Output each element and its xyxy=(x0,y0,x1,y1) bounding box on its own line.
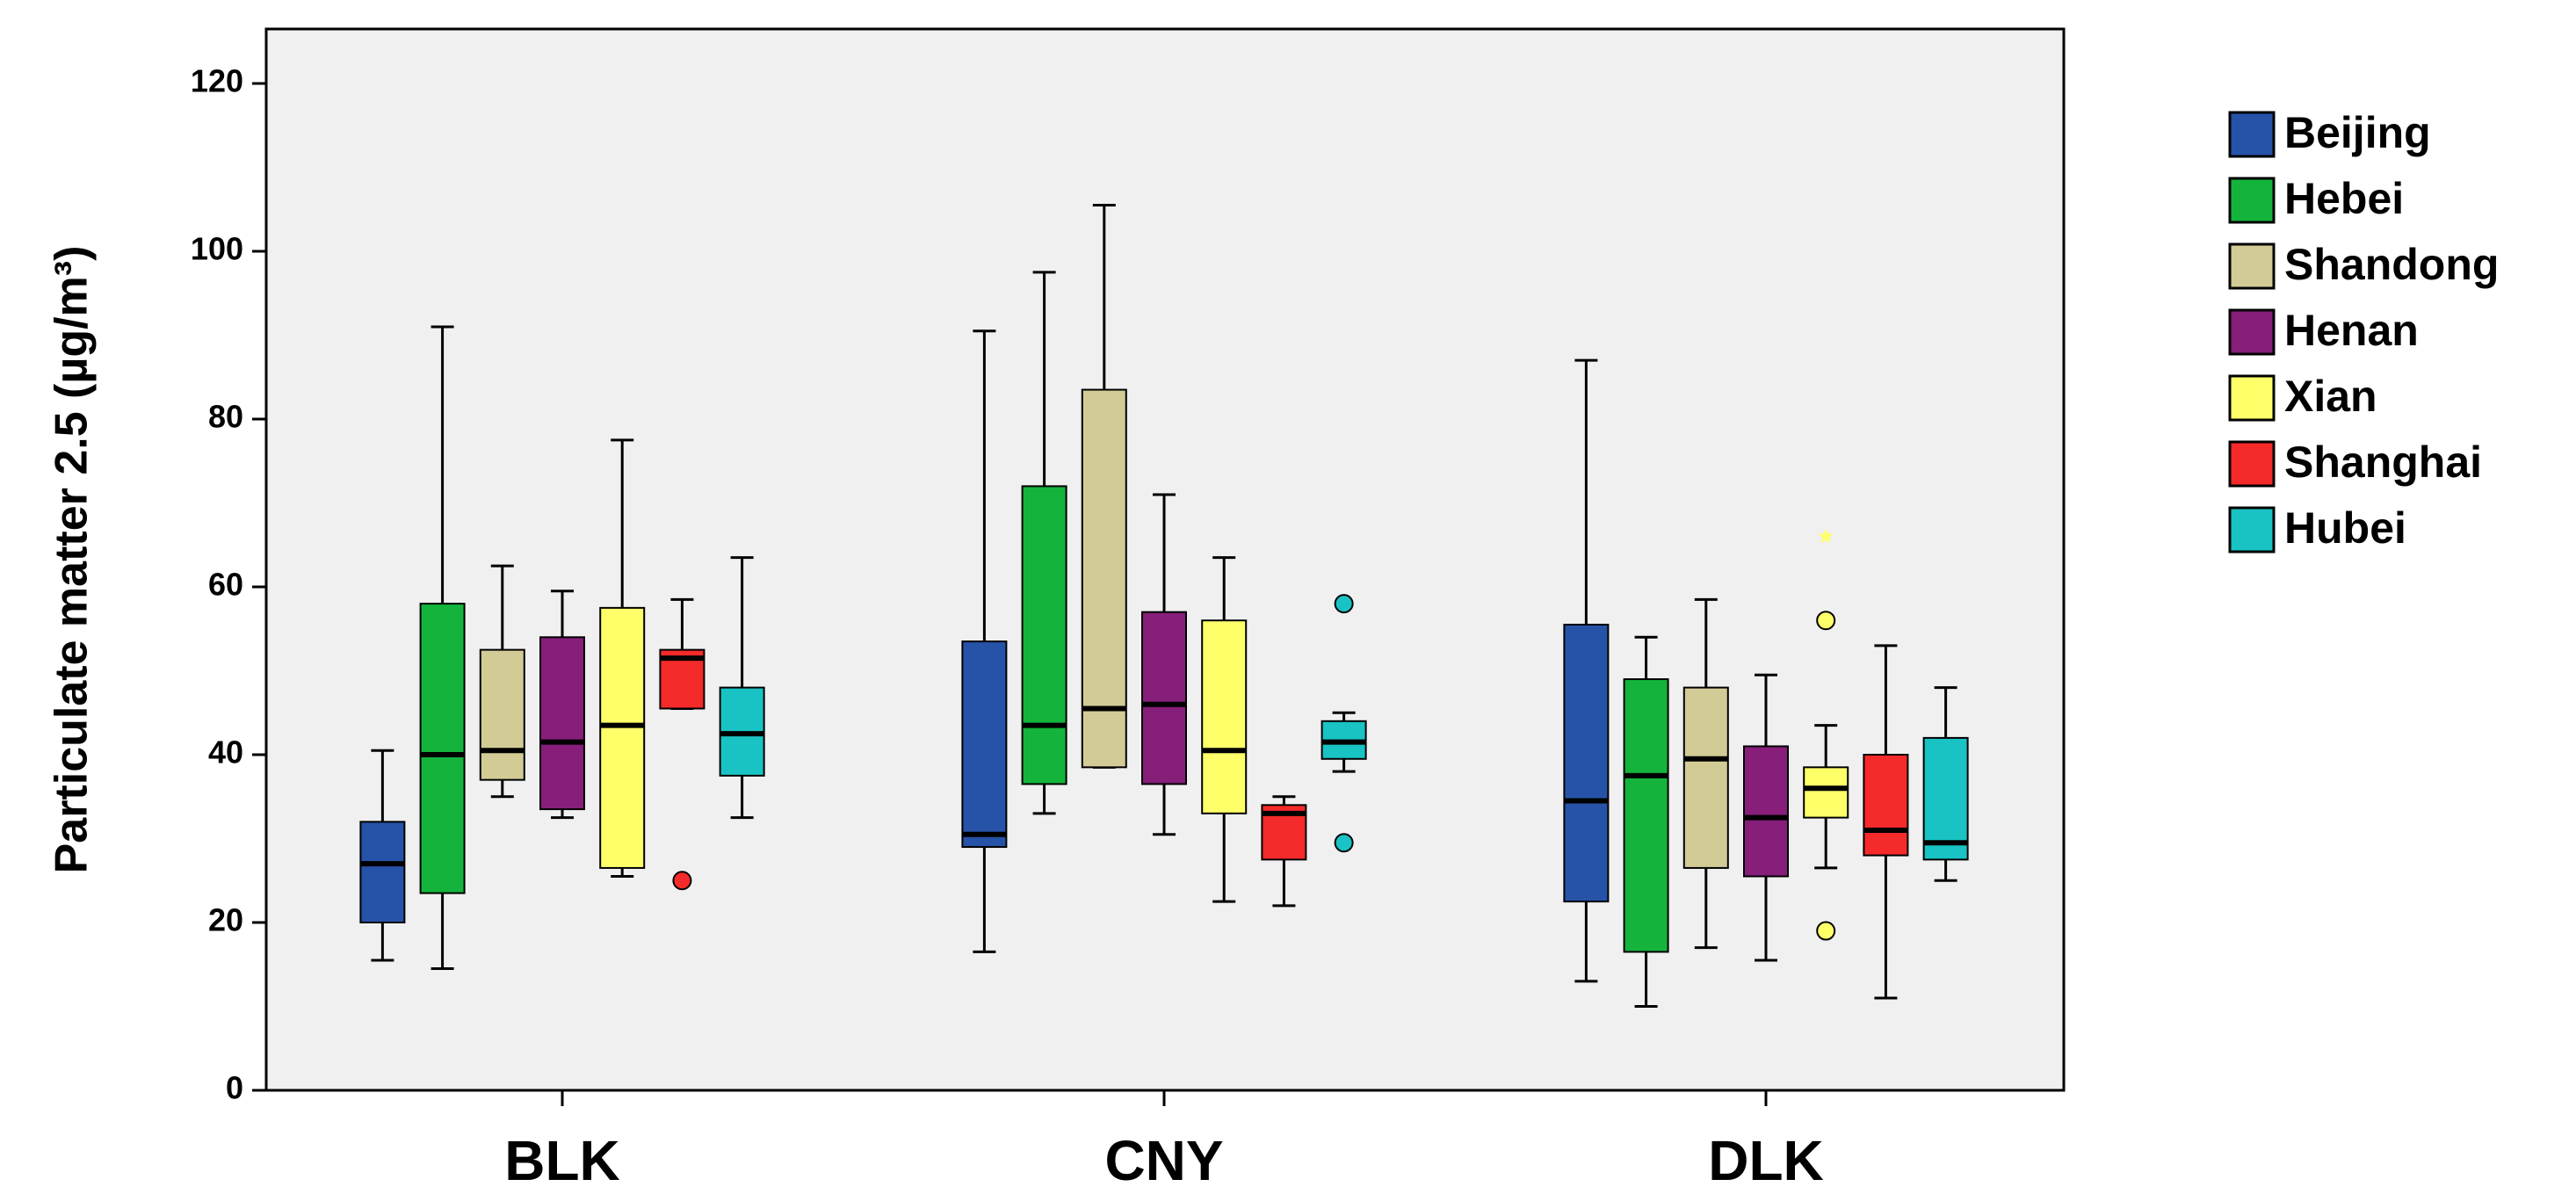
y-tick-label: 0 xyxy=(226,1070,243,1106)
legend-label-shanghai: Shanghai xyxy=(2284,438,2482,487)
box-iqr xyxy=(1863,754,1909,857)
box-xian-blk xyxy=(599,438,646,878)
box-shandong-blk xyxy=(479,564,525,799)
y-tick-label: 40 xyxy=(208,734,243,771)
legend-label-shandong: Shandong xyxy=(2284,240,2499,289)
box-iqr xyxy=(1682,686,1729,869)
legend-swatch-shandong xyxy=(2228,242,2276,290)
legend-label-hebei: Hebei xyxy=(2284,174,2404,223)
box-iqr xyxy=(1803,766,1849,819)
outlier-point xyxy=(1334,833,1354,853)
box-iqr xyxy=(1021,485,1067,785)
box-iqr xyxy=(1081,388,1127,769)
box-hubei-dlk xyxy=(1922,686,1969,882)
box-iqr xyxy=(359,821,406,924)
box-henan-blk xyxy=(539,590,585,820)
box-shanghai-cny xyxy=(1261,795,1307,908)
box-hubei-cny xyxy=(1321,594,1367,853)
box-iqr xyxy=(539,636,585,811)
box-beijing-blk xyxy=(359,749,406,962)
box-henan-dlk xyxy=(1743,673,1789,962)
outlier-point xyxy=(1816,611,1836,631)
box-shanghai-blk xyxy=(659,597,706,891)
y-tick-label: 120 xyxy=(191,63,243,99)
box-shanghai-dlk xyxy=(1863,644,1909,1000)
box-iqr xyxy=(1623,678,1669,953)
box-beijing-cny xyxy=(961,329,1008,953)
extreme-point xyxy=(1818,528,1834,543)
y-tick-label: 100 xyxy=(191,231,243,267)
legend-swatch-beijing xyxy=(2228,111,2276,158)
outlier-point xyxy=(1816,921,1836,941)
legend-label-beijing: Beijing xyxy=(2284,108,2431,157)
legend-swatch-hubei xyxy=(2228,506,2276,553)
y-tick-label: 80 xyxy=(208,399,243,435)
outlier-point xyxy=(1334,594,1354,614)
box-iqr xyxy=(1201,619,1248,814)
box-xian-dlk xyxy=(1803,528,1849,941)
box-henan-cny xyxy=(1141,493,1187,836)
box-iqr xyxy=(1743,745,1789,878)
outlier-point xyxy=(672,871,692,891)
legend-label-hubei: Hubei xyxy=(2284,503,2406,553)
legend-label-henan: Henan xyxy=(2284,306,2419,355)
y-tick-label: 20 xyxy=(208,902,243,938)
legend-swatch-hebei xyxy=(2228,177,2276,224)
box-iqr xyxy=(1141,611,1187,785)
box-xian-cny xyxy=(1201,556,1248,903)
box-iqr xyxy=(479,648,525,781)
y-axis-label: Particulate matter 2.5 (µg/m³) xyxy=(47,246,98,874)
box-iqr xyxy=(599,606,646,869)
x-axis: BLK CNY DLK xyxy=(504,1090,1824,1192)
x-category-label: DLK xyxy=(1708,1129,1824,1192)
box-hebei-blk xyxy=(419,325,466,971)
box-hebei-dlk xyxy=(1623,635,1669,1008)
x-category-label: CNY xyxy=(1104,1129,1223,1192)
x-category-label: BLK xyxy=(504,1129,620,1192)
box-iqr xyxy=(1922,736,1969,861)
box-iqr xyxy=(961,640,1008,849)
box-iqr xyxy=(419,603,466,894)
box-iqr xyxy=(1563,623,1610,903)
legend-swatch-xian xyxy=(2228,374,2276,422)
box-hebei-cny xyxy=(1021,271,1067,815)
box-shandong-cny xyxy=(1081,203,1127,769)
y-axis: 0 20 40 60 80 100 120 xyxy=(191,63,266,1106)
box-hubei-blk xyxy=(719,556,765,820)
box-series xyxy=(359,203,1969,1008)
box-shandong-dlk xyxy=(1682,597,1729,950)
box-beijing-dlk xyxy=(1563,358,1610,983)
legend-swatch-henan xyxy=(2228,308,2276,356)
legend-swatch-shanghai xyxy=(2228,440,2276,488)
legend: Beijing Hebei Shandong Henan Xian Shanghai Hub… xyxy=(2228,108,2499,553)
y-tick-label: 60 xyxy=(208,567,243,603)
legend-label-xian: Xian xyxy=(2284,372,2377,421)
